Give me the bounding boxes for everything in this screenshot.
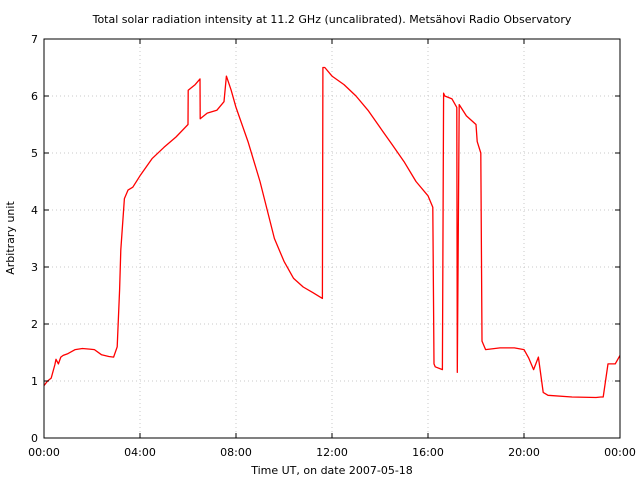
series-line [43, 66, 621, 399]
chart-title: Total solar radiation intensity at 11.2 … [92, 13, 572, 26]
y-tick-label: 7 [31, 33, 38, 46]
x-tick-label: 04:00 [124, 446, 156, 459]
y-tick-label: 3 [31, 261, 38, 274]
x-tick-label: 08:00 [220, 446, 252, 459]
y-tick-label: 2 [31, 318, 38, 331]
x-tick-label: 16:00 [412, 446, 444, 459]
y-tick-label: 6 [31, 90, 38, 103]
y-tick-label: 0 [31, 432, 38, 445]
grid [44, 39, 620, 438]
x-tick-label: 00:00 [604, 446, 636, 459]
y-axis-label: Arbitrary unit [4, 201, 17, 275]
y-tick-label: 4 [31, 204, 38, 217]
y-tick-label: 5 [31, 147, 38, 160]
x-tick-label: 00:00 [28, 446, 60, 459]
series-layer [43, 66, 621, 399]
x-tick-label: 12:00 [316, 446, 348, 459]
ticks: 00:00 04:00 08:00 12:00 16:00 20:00 00:0001234… [28, 33, 636, 459]
y-tick-label: 1 [31, 375, 38, 388]
x-axis-label: Time UT, on date 2007-05-18 [250, 464, 413, 477]
x-tick-label: 20:00 [508, 446, 540, 459]
